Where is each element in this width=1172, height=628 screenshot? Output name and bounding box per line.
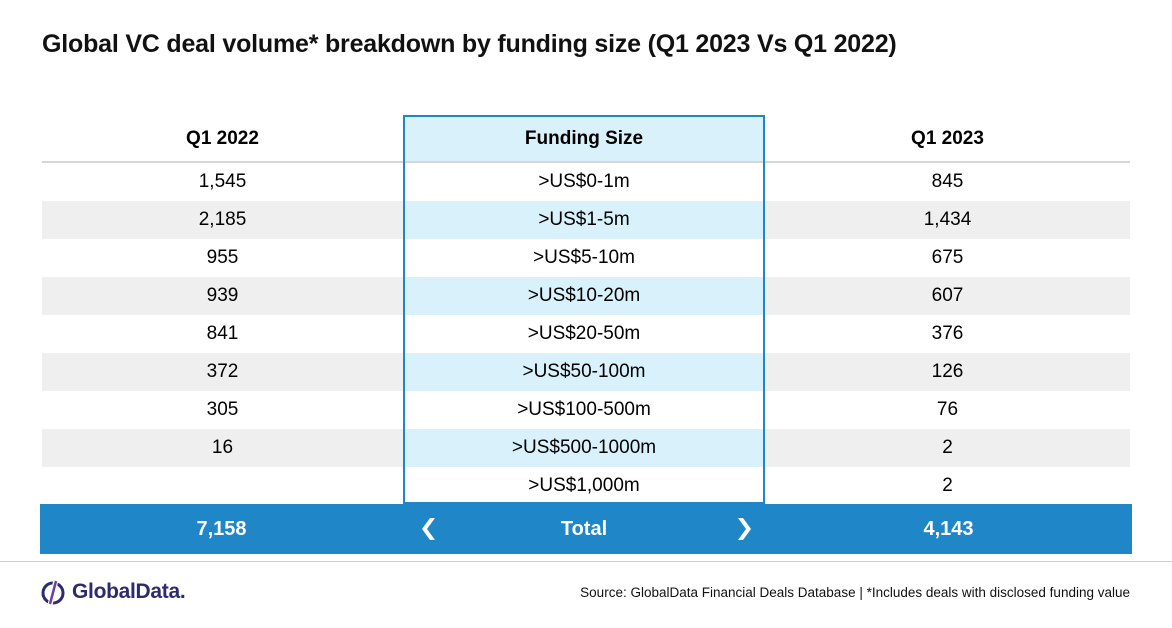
globaldata-logo-icon [41,579,65,606]
cell-funding-size: >US$100-500m [403,391,765,429]
table-row: 939 >US$10-20m 607 [42,277,1130,315]
chevron-right-icon [738,518,751,540]
cell-q1-2023: 2 [942,475,953,496]
cell-q1-2023: 2 [942,437,953,458]
total-q1-2023: 4,143 [923,517,974,540]
logo-text: GlobalData. [72,580,186,603]
table-row: 841 >US$20-50m 376 [42,315,1130,353]
column-header-q1-2023: Q1 2023 [911,128,984,149]
cell-q1-2022: 305 [206,399,239,420]
column-header-q1-2022: Q1 2022 [186,128,259,149]
table-row: 372 >US$50-100m 126 [42,353,1130,391]
total-q1-2022: 7,158 [196,517,247,540]
table-row: 2,185 >US$1-5m 1,434 [42,201,1130,239]
table-row: >US$1,000m 2 [42,467,1130,505]
table-row: 16 >US$500-1000m 2 [42,429,1130,467]
cell-funding-size: >US$0-1m [403,163,765,201]
source-note: Source: GlobalData Financial Deals Datab… [580,585,1130,600]
cell-q1-2022 [42,467,403,505]
cell-funding-size: >US$5-10m [403,239,765,277]
total-row: 7,158 Total 4,143 [40,504,1132,554]
cell-q1-2022: 955 [206,247,239,268]
cell-q1-2023: 126 [931,361,964,382]
cell-q1-2023: 845 [931,171,964,192]
cell-funding-size: >US$500-1000m [403,429,765,467]
cell-q1-2023: 376 [931,323,964,344]
table-row: 305 >US$100-500m 76 [42,391,1130,429]
cell-q1-2022: 841 [206,323,239,344]
page-title: Global VC deal volume* breakdown by fund… [42,30,897,58]
cell-q1-2022: 372 [206,361,239,382]
cell-q1-2023: 1,434 [923,209,972,230]
column-header-funding-size: Funding Size [403,117,765,161]
cell-funding-size: >US$20-50m [403,315,765,353]
footer-divider [0,561,1172,562]
cell-q1-2023: 76 [936,399,959,420]
cell-funding-size: >US$50-100m [403,353,765,391]
table-row: 1,545 >US$0-1m 845 [42,163,1130,201]
table-header: Q1 2022 Funding Size Q1 2023 [42,117,1130,163]
cell-q1-2023: 675 [931,247,964,268]
cell-q1-2022: 16 [211,437,234,458]
total-label: Total [560,517,608,540]
table-body: 1,545 >US$0-1m 845 2,185 >US$1-5m 1,434 955 >US… [42,163,1130,505]
cell-q1-2023: 607 [931,285,964,306]
cell-funding-size: >US$10-20m [403,277,765,315]
cell-q1-2022: 2,185 [198,209,247,230]
chevron-left-icon [422,518,435,540]
cell-funding-size: >US$1-5m [403,201,765,239]
table-row: 955 >US$5-10m 675 [42,239,1130,277]
globaldata-logo: GlobalData. [40,578,186,606]
cell-q1-2022: 939 [206,285,239,306]
cell-q1-2022: 1,545 [198,171,247,192]
cell-funding-size: >US$1,000m [403,467,765,505]
